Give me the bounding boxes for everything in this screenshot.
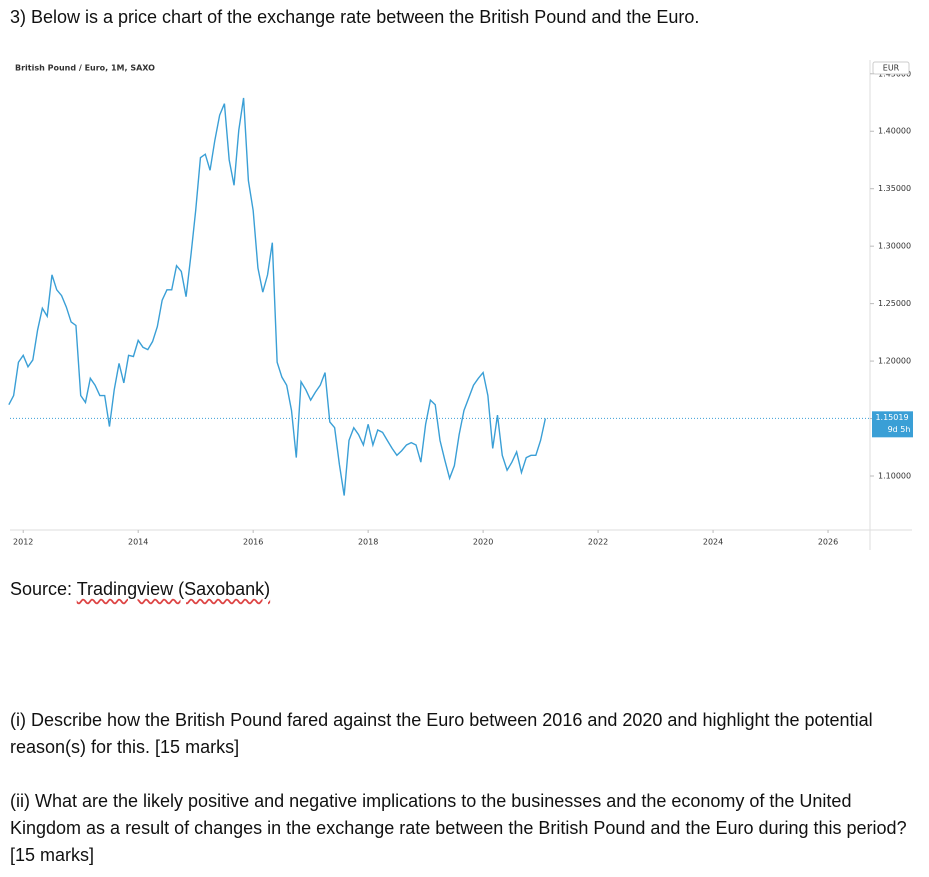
x-tick-label: 2024 [703, 538, 723, 547]
y-tick-label: 1.40000 [878, 127, 911, 136]
x-tick-label: 2022 [588, 538, 608, 547]
question: (ii) What are the likely positive and ne… [10, 791, 907, 865]
x-tick-label: 2014 [128, 538, 148, 547]
source-prefix: Source: [10, 579, 77, 599]
source-link[interactable]: Tradingview (Saxobank) [76, 579, 271, 599]
last-price-label: 1.15019 [875, 413, 908, 422]
y-tick-label: 1.20000 [878, 357, 911, 366]
chart-title: British Pound / Euro, 1M, SAXO [15, 64, 155, 73]
x-tick-label: 2016 [243, 538, 263, 547]
y-tick-label: 1.10000 [878, 471, 911, 480]
y-tick-label: 1.35000 [878, 184, 911, 193]
price-line [8, 97, 547, 496]
currency-box [872, 61, 910, 75]
heading: 3) Below is a price chart of the exchang… [10, 7, 700, 27]
x-tick-label: 2020 [473, 538, 493, 547]
last-price-box [872, 411, 913, 438]
x-tick-label: 2026 [818, 538, 838, 547]
x-tick-label: 2012 [13, 538, 33, 547]
y-tick-label: 1.25000 [878, 299, 911, 308]
x-tick-label: 2018 [358, 538, 378, 547]
y-tick-label: 1.30000 [878, 242, 911, 251]
countdown: 9d 5h [888, 425, 911, 434]
currency-label: EUR [883, 64, 900, 73]
source: Source: Tradingview (Saxobank) [10, 576, 910, 603]
question: (i) Describe how the British Pound fared… [10, 710, 873, 757]
chart: British Pound / Euro, 1M, SAXO 1.10000 1.… [8, 60, 913, 550]
